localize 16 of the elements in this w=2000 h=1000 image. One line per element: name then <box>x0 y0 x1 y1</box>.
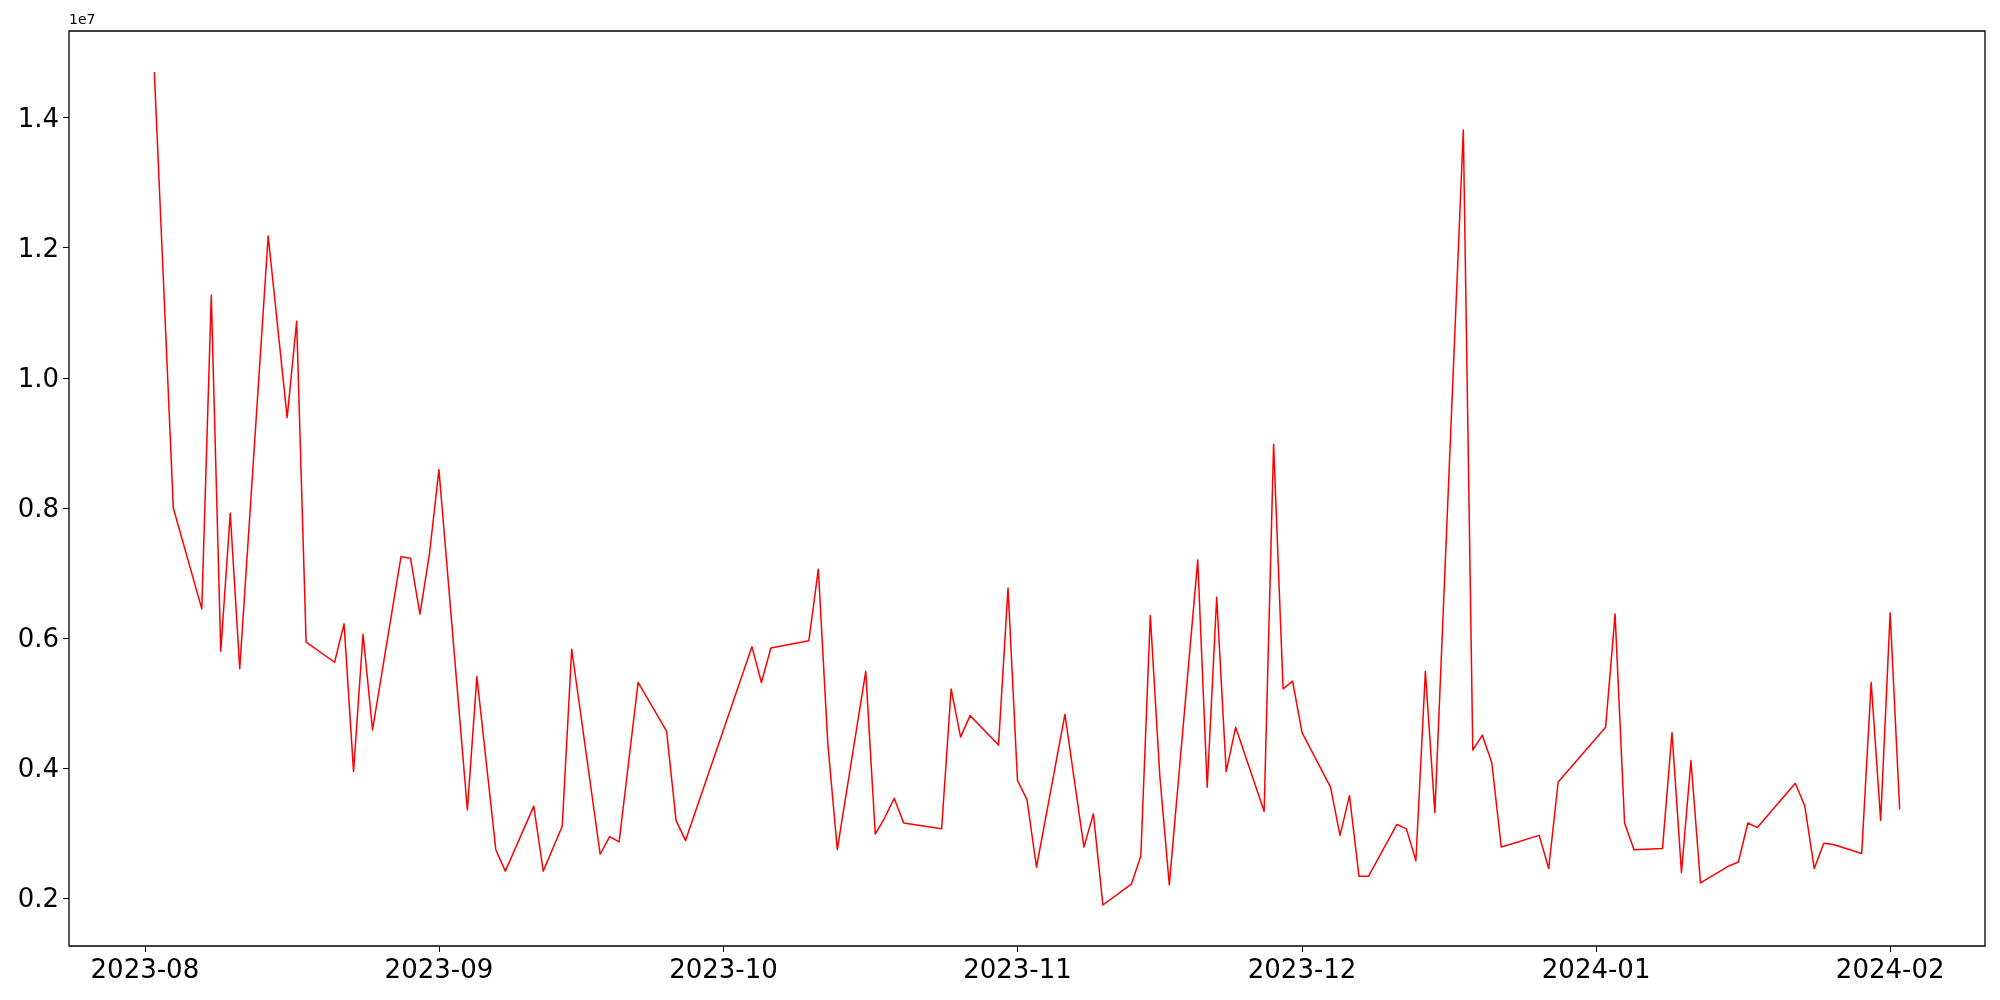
y-tick-label: 0.8 <box>17 493 59 524</box>
x-tick-label: 2023-10 <box>669 954 778 984</box>
y-tick-label: 1.0 <box>17 362 59 393</box>
x-tick-label: 2023-12 <box>1247 954 1357 984</box>
x-tick-label: 2024-01 <box>1541 954 1651 984</box>
text: 1e7 <box>69 11 96 27</box>
line-series <box>153 71 1901 906</box>
y-tick-label: 0.4 <box>17 753 59 784</box>
y-tick-label: 0.6 <box>17 623 59 654</box>
x-tick-label: 2023-08 <box>90 954 200 984</box>
x-tick-label: 2023-09 <box>384 954 494 984</box>
y-tick-label: 1.2 <box>17 232 59 263</box>
y-tick-label: 1.4 <box>17 102 59 133</box>
x-tick-label: 2024-02 <box>1835 954 1945 984</box>
y-tick-label: 0.2 <box>17 883 59 914</box>
x-tick-label: 2023-11 <box>963 954 1072 984</box>
